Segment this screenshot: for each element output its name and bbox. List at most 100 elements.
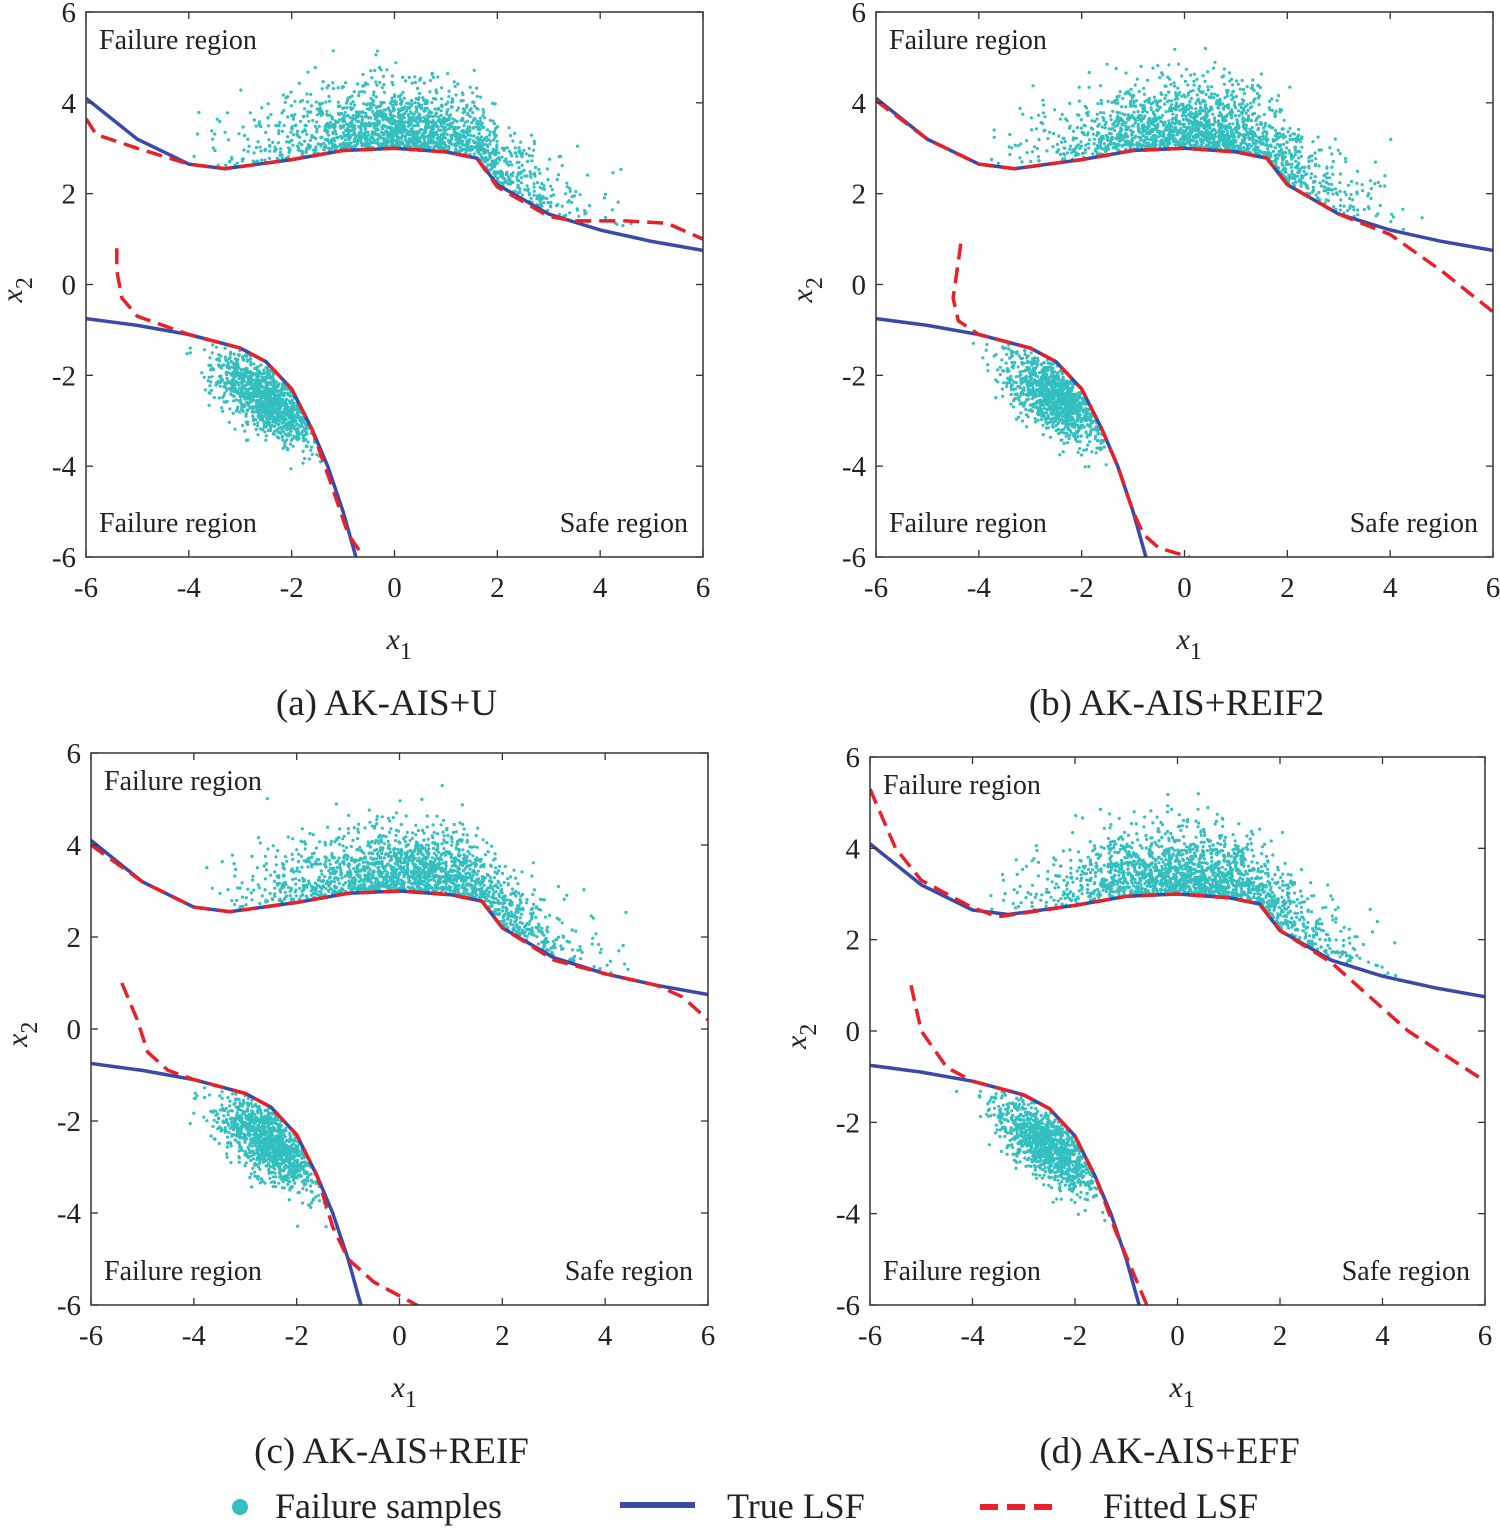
failure-sample-point — [447, 90, 450, 93]
failure-sample-point — [389, 144, 392, 147]
failure-sample-point — [1076, 126, 1079, 129]
failure-sample-point — [1124, 125, 1127, 128]
failure-sample-point — [338, 144, 341, 147]
failure-sample-point — [1326, 192, 1329, 195]
failure-sample-point — [1185, 134, 1188, 137]
failure-sample-point — [1133, 136, 1136, 139]
failure-sample-point — [1293, 177, 1296, 180]
failure-sample-point — [1066, 441, 1069, 444]
failure-sample-point — [533, 175, 536, 178]
failure-sample-point — [540, 196, 543, 199]
failure-sample-point — [215, 382, 218, 385]
failure-sample-point — [1263, 130, 1266, 133]
failure-sample-point — [529, 170, 532, 173]
failure-sample-point — [252, 362, 255, 365]
failure-sample-point — [1379, 184, 1382, 187]
failure-sample-point — [355, 116, 358, 119]
failure-sample-point — [267, 102, 270, 105]
y-axis-label-main: x — [0, 289, 29, 304]
y-tick-label: -2 — [52, 360, 76, 392]
failure-sample-point — [1231, 90, 1234, 93]
failure-sample-point — [255, 410, 258, 413]
failure-sample-point — [1233, 101, 1236, 104]
failure-sample-point — [359, 111, 362, 114]
failure-sample-point — [393, 99, 396, 102]
failure-sample-point — [1223, 118, 1226, 121]
failure-sample-point — [263, 430, 266, 433]
failure-sample-point — [377, 114, 380, 117]
failure-sample-point — [1370, 187, 1373, 190]
failure-sample-point — [1145, 132, 1148, 135]
failure-sample-point — [227, 357, 230, 360]
failure-sample-point — [1284, 170, 1287, 173]
failure-sample-point — [1339, 204, 1342, 207]
failure-sample-point — [986, 369, 989, 372]
failure-sample-point — [528, 147, 531, 150]
failure-sample-point — [371, 136, 374, 139]
failure-sample-point — [1110, 118, 1113, 121]
failure-sample-point — [1061, 113, 1064, 116]
failure-sample-point — [1355, 182, 1358, 185]
failure-sample-point — [1214, 121, 1217, 124]
failure-sample-point — [427, 115, 430, 118]
failure-sample-point — [1223, 135, 1226, 138]
failure-sample-point — [1132, 100, 1135, 103]
failure-sample-point — [549, 195, 552, 198]
failure-sample-point — [1168, 138, 1171, 141]
failure-sample-point — [282, 93, 285, 96]
failure-sample-point — [1066, 151, 1069, 154]
failure-sample-point — [1033, 145, 1036, 148]
failure-sample-point — [282, 430, 285, 433]
failure-sample-point — [1285, 146, 1288, 149]
failure-sample-point — [1109, 114, 1112, 117]
failure-sample-point — [255, 380, 258, 383]
failure-sample-point — [219, 385, 222, 388]
failure-sample-point — [1008, 153, 1011, 156]
failure-sample-point — [282, 447, 285, 450]
failure-sample-point — [1289, 134, 1292, 137]
failure-sample-point — [1230, 142, 1233, 145]
failure-sample-point — [246, 421, 249, 424]
failure-sample-point — [324, 138, 327, 141]
failure-sample-point — [1124, 128, 1127, 131]
failure-sample-point — [381, 86, 384, 89]
failure-sample-point — [343, 143, 346, 146]
failure-sample-point — [369, 124, 372, 127]
failure-sample-point — [1156, 117, 1159, 120]
failure-sample-point — [1231, 83, 1234, 86]
failure-sample-point — [444, 136, 447, 139]
failure-sample-point — [394, 61, 397, 64]
failure-sample-point — [481, 122, 484, 125]
failure-sample-point — [1185, 137, 1188, 140]
failure-sample-point — [577, 215, 580, 218]
failure-sample-point — [456, 82, 459, 85]
failure-sample-point — [222, 385, 225, 388]
x-axis-label-sub: 1 — [400, 639, 412, 665]
failure-sample-point — [1167, 133, 1170, 136]
failure-sample-point — [1293, 133, 1296, 136]
failure-sample-point — [1269, 152, 1272, 155]
failure-sample-point — [342, 114, 345, 117]
failure-sample-point — [1213, 93, 1216, 96]
failure-sample-point — [1339, 152, 1342, 155]
failure-sample-point — [1150, 136, 1153, 139]
failure-sample-point — [363, 142, 366, 145]
failure-sample-point — [1281, 164, 1284, 167]
failure-sample-point — [511, 181, 514, 184]
failure-sample-point — [1026, 151, 1029, 154]
failure-sample-point — [1087, 465, 1090, 468]
failure-sample-point — [1207, 88, 1210, 91]
failure-sample-point — [387, 106, 390, 109]
failure-sample-point — [390, 100, 393, 103]
failure-sample-point — [289, 140, 292, 143]
failure-sample-point — [398, 109, 401, 112]
failure-sample-point — [339, 135, 342, 138]
failure-sample-point — [227, 138, 230, 141]
failure-sample-point — [1307, 165, 1310, 168]
failure-sample-point — [402, 91, 405, 94]
failure-sample-point — [1276, 143, 1279, 146]
failure-sample-point — [1200, 117, 1203, 120]
failure-sample-point — [236, 390, 239, 393]
failure-sample-point — [1244, 126, 1247, 129]
